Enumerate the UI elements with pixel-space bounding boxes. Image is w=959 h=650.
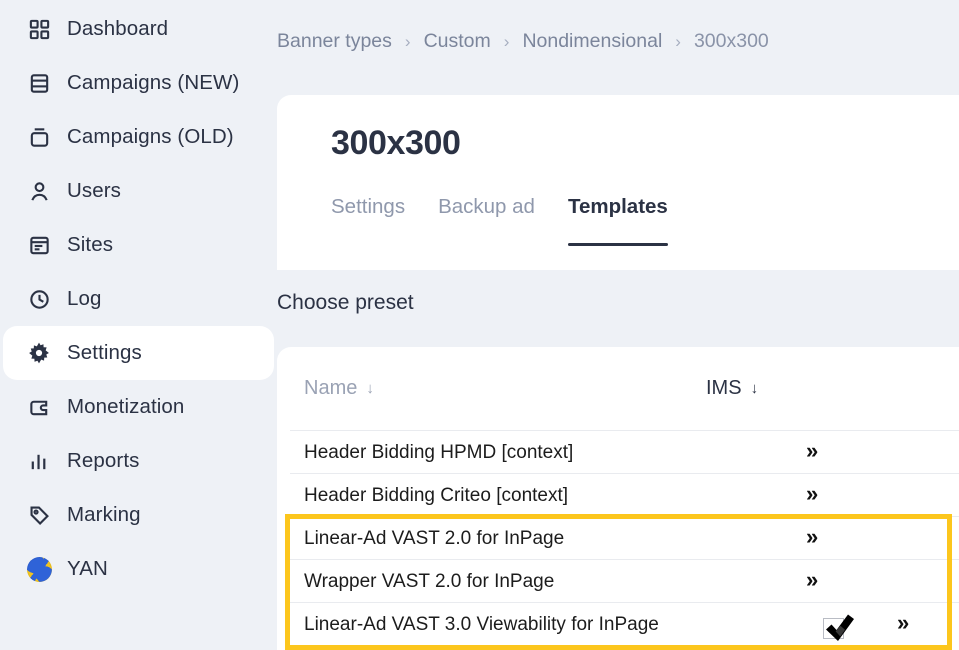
sidebar-item-label: YAN — [67, 557, 108, 580]
sort-descending-icon: ↓ — [750, 380, 759, 397]
sidebar-item-label: Campaigns (NEW) — [67, 71, 240, 94]
tab-settings[interactable]: Settings — [331, 195, 406, 218]
breadcrumb-item-banner-types[interactable]: Banner types — [277, 30, 392, 52]
sidebar-item-settings[interactable]: Settings — [3, 326, 274, 380]
expand-row-icon[interactable]: » — [806, 567, 819, 592]
sidebar-item-label: Dashboard — [67, 17, 169, 40]
column-header-name[interactable]: Name ↓ — [304, 377, 374, 400]
sidebar-item-campaigns-new[interactable]: Campaigns (NEW) — [3, 56, 274, 110]
clock-icon — [25, 285, 53, 313]
column-header-ims[interactable]: IMS ↓ — [706, 377, 758, 400]
table-header: Name ↓ IMS ↓ — [277, 347, 959, 430]
bar-chart-icon — [25, 447, 53, 475]
sidebar-item-sites[interactable]: Sites — [3, 218, 274, 272]
sidebar-item-label: Log — [67, 287, 102, 310]
ims-checkbox[interactable] — [823, 618, 844, 639]
sidebar-item-dashboard[interactable]: Dashboard — [3, 2, 274, 56]
sidebar-item-label: Settings — [67, 341, 142, 364]
breadcrumb-item-current: 300x300 — [693, 30, 769, 52]
table-row[interactable]: Header Bidding Criteo [context] » — [290, 473, 959, 516]
breadcrumb-item-custom[interactable]: Custom — [423, 30, 491, 52]
page-title: 300x300 — [331, 124, 461, 162]
sidebar-item-label: Campaigns (OLD) — [67, 125, 234, 148]
breadcrumb-item-nondimensional[interactable]: Nondimensional — [522, 30, 663, 52]
chevron-right-icon: › — [404, 32, 411, 51]
column-header-label: Name — [304, 377, 358, 399]
gear-icon — [25, 339, 53, 367]
expand-row-icon[interactable]: » — [806, 438, 819, 463]
sidebar-item-label: Monetization — [67, 395, 185, 418]
expand-row-icon[interactable]: » — [806, 524, 819, 549]
sidebar-item-label: Sites — [67, 233, 114, 256]
preset-table-card: Name ↓ IMS ↓ Header Bidding HPMD [contex… — [277, 347, 959, 650]
expand-row-icon[interactable]: » — [897, 610, 910, 635]
table-row[interactable]: Wrapper VAST 2.0 for InPage » — [290, 559, 959, 602]
sidebar: Dashboard Campaigns (NEW) Campaigns (OLD… — [0, 0, 277, 650]
tab-backup-ad[interactable]: Backup ad — [438, 195, 535, 218]
preset-name: Linear-Ad VAST 3.0 Viewability for InPag… — [304, 614, 659, 635]
sidebar-item-label: Users — [67, 179, 122, 202]
tab-bar: Settings Backup ad Templates — [331, 195, 701, 246]
preset-name: Linear-Ad VAST 2.0 for InPage — [304, 528, 565, 549]
sidebar-item-marking[interactable]: Marking — [3, 488, 274, 542]
section-title: Choose preset — [277, 291, 414, 314]
window-icon — [25, 231, 53, 259]
column-header-label: IMS — [706, 377, 742, 399]
sidebar-item-log[interactable]: Log — [3, 272, 274, 326]
briefcase-icon — [25, 123, 53, 151]
table-row[interactable]: Linear-Ad VAST 2.0 for InPage » — [290, 516, 959, 559]
sidebar-item-label: Reports — [67, 449, 140, 472]
main-content: Banner types › Custom › Nondimensional ›… — [277, 0, 959, 650]
sidebar-item-reports[interactable]: Reports — [3, 434, 274, 488]
table-row[interactable]: Header Bidding HPMD [context] » — [290, 430, 959, 473]
wallet-icon — [25, 393, 53, 421]
chevron-right-icon: › — [503, 32, 510, 51]
sidebar-item-yan[interactable]: YAN — [3, 542, 274, 596]
sidebar-item-label: Marking — [67, 503, 141, 526]
breadcrumb: Banner types › Custom › Nondimensional ›… — [277, 30, 769, 53]
tag-icon — [25, 501, 53, 529]
sort-descending-icon: ↓ — [366, 380, 374, 397]
chevron-right-icon: › — [675, 32, 681, 51]
preset-name: Wrapper VAST 2.0 for InPage — [304, 571, 555, 592]
sidebar-item-campaigns-old[interactable]: Campaigns (OLD) — [3, 110, 274, 164]
preset-name: Header Bidding Criteo [context] — [304, 485, 569, 506]
expand-row-icon[interactable]: » — [806, 481, 819, 506]
yandex-logo-icon — [25, 555, 53, 583]
sidebar-item-monetization[interactable]: Monetization — [3, 380, 274, 434]
tab-templates[interactable]: Templates — [567, 195, 668, 246]
sidebar-item-users[interactable]: Users — [3, 164, 274, 218]
grid-icon — [25, 15, 53, 43]
page-header-card: 300x300 Settings Backup ad Templates — [277, 95, 959, 270]
preset-name: Header Bidding HPMD [context] — [304, 442, 574, 463]
rows-icon — [25, 69, 53, 97]
user-icon — [25, 177, 53, 205]
table-row[interactable]: Linear-Ad VAST 3.0 Viewability for InPag… — [290, 602, 959, 645]
